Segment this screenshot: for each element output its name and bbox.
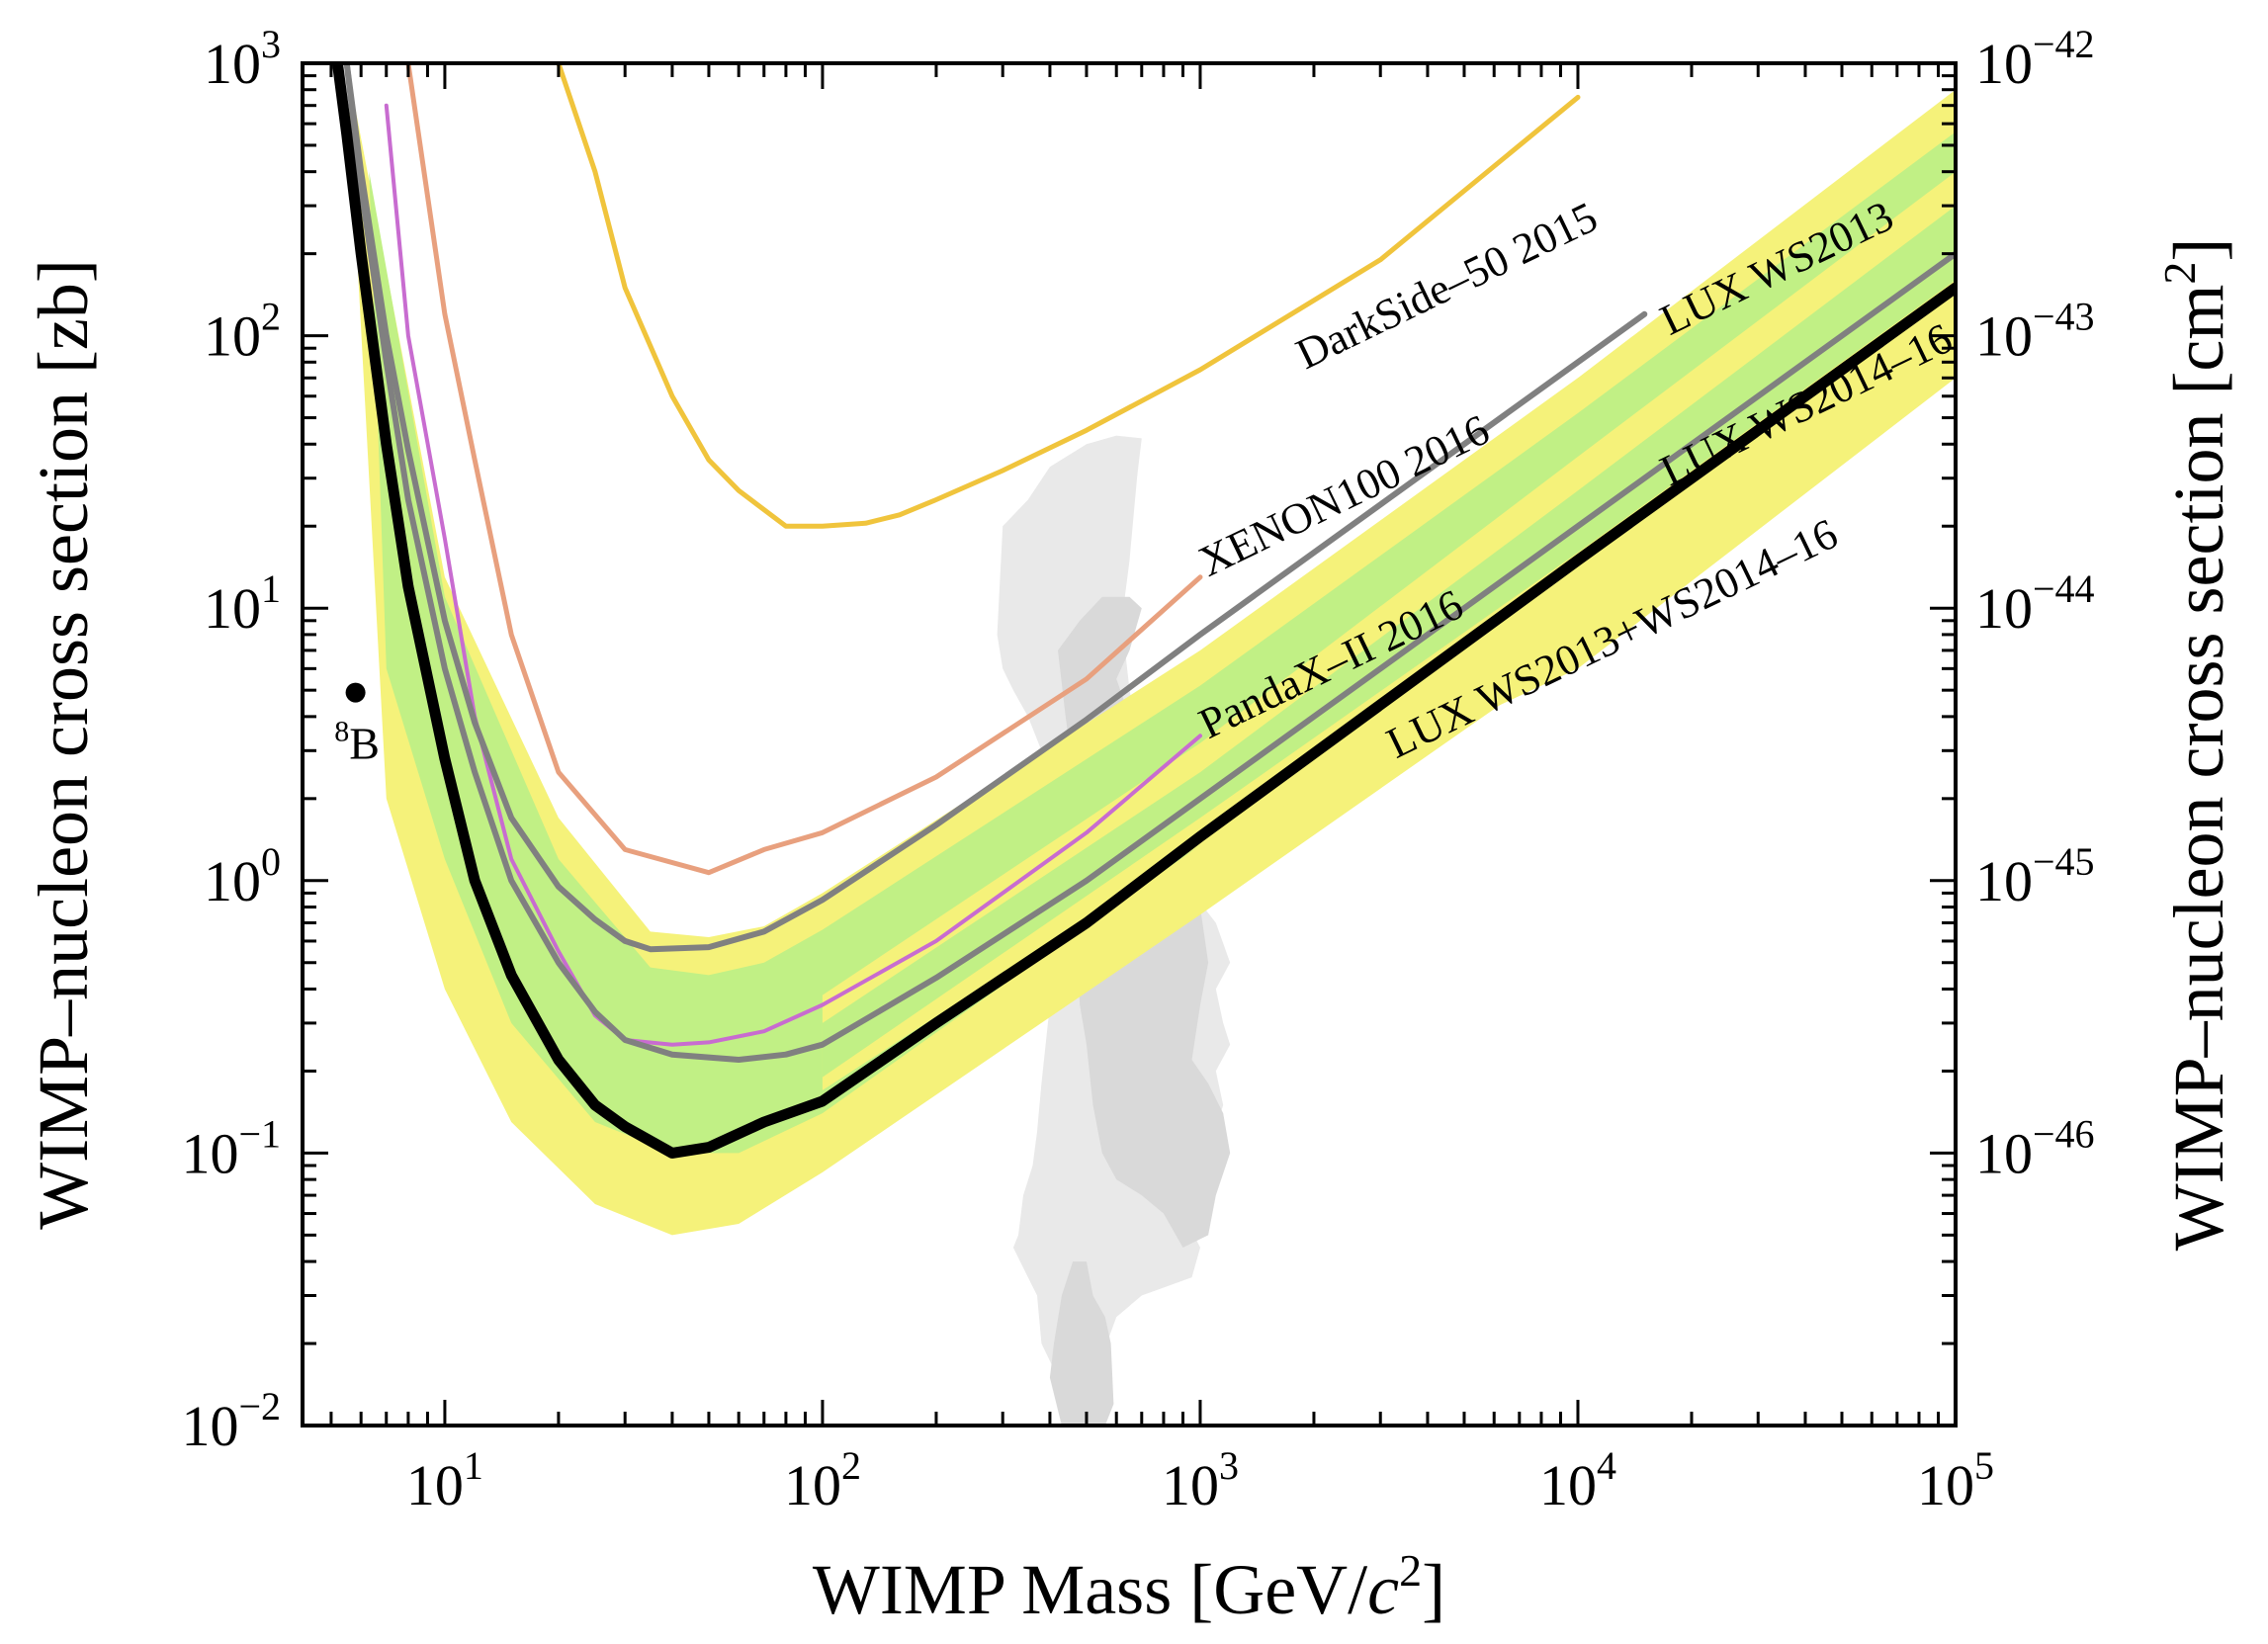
sensitivity-band-0 <box>346 63 1956 1236</box>
curve-xenon100-2016 <box>405 63 1203 876</box>
y-right-tick-label-exp: −45 <box>2033 839 2095 884</box>
y-tick-label-exp: 2 <box>261 295 281 339</box>
y-tick-label-exp: −1 <box>238 1111 281 1156</box>
y-tick-label-base: 10 <box>204 576 261 641</box>
sensitivity-bands <box>346 63 1956 1236</box>
y-right-tick-label: 10−43 <box>1975 295 2095 369</box>
y-axis-title: WIMP–nucleon cross section [zb] <box>24 259 103 1230</box>
y-tick-label-exp: 0 <box>261 839 281 884</box>
curve-lux-ws2013 <box>343 63 1648 953</box>
boron8-label-text: B <box>349 719 380 769</box>
y-right-tick-label-exp: −46 <box>2033 1111 2095 1156</box>
y-tick-label-base: 10 <box>204 849 261 913</box>
curve-lux-ws2013-ws2014-16 <box>331 63 1956 1159</box>
y-tick-label-base: 10 <box>181 1394 238 1458</box>
curve-lux-ws2014-16 <box>343 63 1956 1063</box>
limit-curves <box>331 63 1956 1159</box>
y-tick-label: 102 <box>204 295 281 369</box>
point-source-layer: 8B <box>334 682 380 769</box>
theory-region-2 <box>1049 1261 1114 1426</box>
y-right-axis-title: WIMP–nucleon cross section [cm2] <box>2154 238 2238 1252</box>
y-tick-label: 10−1 <box>181 1111 281 1185</box>
x-tick-label-exp: 1 <box>464 1443 483 1488</box>
x-tick-label-exp: 3 <box>1219 1443 1239 1488</box>
y-right-tick-label-base: 10 <box>1975 304 2033 369</box>
y-tick-label-base: 10 <box>204 32 261 96</box>
y-right-tick-label: 10−46 <box>1975 1111 2095 1185</box>
boron8-label: 8B <box>334 716 380 769</box>
y-tick-label-base: 10 <box>204 304 261 369</box>
y-tick-label: 10−2 <box>181 1384 281 1458</box>
x-tick-label-base: 10 <box>784 1453 841 1517</box>
x-tick-label-exp: 2 <box>841 1443 861 1488</box>
x-tick-label-exp: 5 <box>1974 1443 1994 1488</box>
boron8-point <box>345 682 366 703</box>
curve-darkside-50-2015 <box>556 63 1581 529</box>
x-tick-label-base: 10 <box>1539 1453 1597 1517</box>
y-tick-label: 103 <box>204 22 281 96</box>
boron8-label-sup: 8 <box>334 716 349 748</box>
x-tick-label: 105 <box>1917 1443 1994 1517</box>
x-axis-title: WIMP Mass [GeV/c2] <box>813 1545 1445 1629</box>
y-right-tick-label-base: 10 <box>1975 1121 2033 1185</box>
x-tick-label: 103 <box>1162 1443 1239 1517</box>
y-right-tick-label-exp: −43 <box>2033 295 2095 339</box>
y-right-tick-label: 10−44 <box>1975 566 2095 641</box>
y-tick-label-exp: 1 <box>261 566 281 611</box>
x-tick-label: 104 <box>1539 1443 1616 1517</box>
y-right-tick-label-exp: −44 <box>2033 566 2095 611</box>
sensitivity-band-3 <box>822 206 1956 1078</box>
plot-frame <box>301 61 1958 1428</box>
x-tick-label: 102 <box>784 1443 861 1517</box>
y-tick-label: 101 <box>204 566 281 641</box>
y-right-tick-label: 10−45 <box>1975 839 2095 913</box>
y-right-tick-label-exp: −42 <box>2033 22 2095 66</box>
x-tick-label-exp: 4 <box>1597 1443 1616 1488</box>
x-tick-label-base: 10 <box>406 1453 464 1517</box>
x-tick-label-base: 10 <box>1917 1453 1974 1517</box>
y-right-tick-label-base: 10 <box>1975 32 2033 96</box>
x-tick-label-base: 10 <box>1162 1453 1219 1517</box>
y-right-tick-label-base: 10 <box>1975 849 2033 913</box>
y-tick-label-exp: −2 <box>238 1384 281 1428</box>
y-tick-label: 100 <box>204 839 281 913</box>
y-right-tick-label-base: 10 <box>1975 576 2033 641</box>
y-tick-label-base: 10 <box>181 1121 238 1185</box>
y-tick-label-exp: 3 <box>261 22 281 66</box>
y-right-tick-label: 10−42 <box>1975 22 2095 96</box>
x-tick-label: 101 <box>406 1443 483 1517</box>
axis-ticks <box>303 61 1958 1428</box>
